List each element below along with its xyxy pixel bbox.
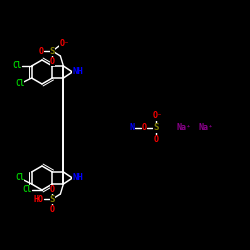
Text: Cl: Cl (12, 62, 21, 70)
Text: HO: HO (34, 194, 43, 203)
Text: O⁻: O⁻ (60, 38, 70, 48)
Text: Cl: Cl (22, 186, 32, 194)
Text: O: O (50, 184, 55, 194)
Text: O: O (142, 124, 146, 132)
Text: O: O (50, 56, 55, 66)
Text: Na⁺: Na⁺ (198, 124, 214, 132)
Text: NH: NH (72, 174, 83, 182)
Text: O: O (50, 204, 55, 214)
Text: Cl: Cl (15, 174, 24, 182)
Text: N: N (130, 124, 134, 132)
Text: S: S (50, 46, 55, 56)
Text: O: O (39, 46, 44, 56)
Text: NH: NH (72, 68, 83, 76)
Text: O: O (154, 134, 158, 143)
Text: Cl: Cl (15, 80, 24, 88)
Text: S: S (153, 124, 159, 132)
Text: O⁻: O⁻ (153, 112, 163, 120)
Text: Na⁺: Na⁺ (176, 124, 192, 132)
Text: S: S (50, 194, 55, 203)
